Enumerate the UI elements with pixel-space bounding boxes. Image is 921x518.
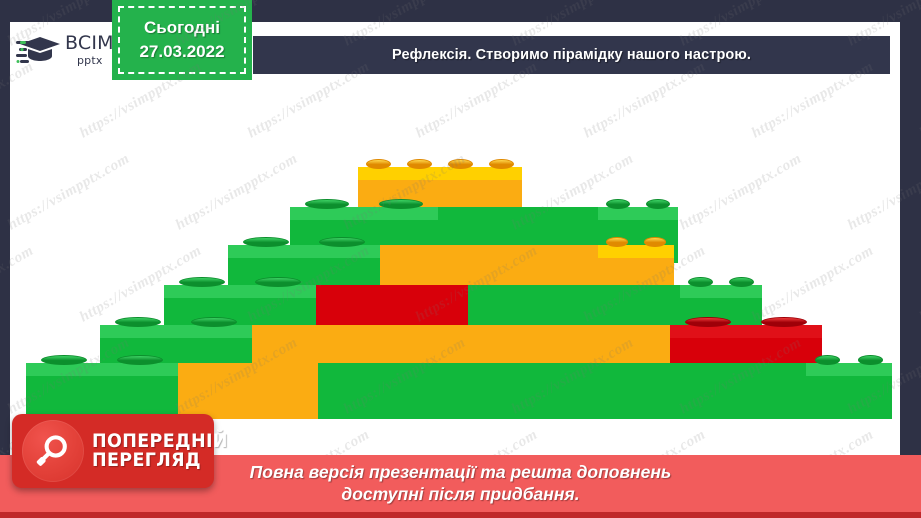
lego-stud xyxy=(440,158,481,169)
lego-stud xyxy=(100,316,176,327)
lego-stud xyxy=(240,276,316,287)
lego-brick xyxy=(318,363,806,419)
lego-stud xyxy=(228,236,304,247)
preview-badge-line1: ПОПЕРЕДНІЙ xyxy=(92,429,228,452)
lego-studs xyxy=(358,157,522,169)
lego-studs xyxy=(100,315,252,327)
lego-stud xyxy=(680,276,721,287)
lego-studs xyxy=(680,275,762,287)
lego-stud xyxy=(358,158,399,169)
lego-brick-body xyxy=(178,363,318,419)
lego-brick xyxy=(806,355,892,419)
date-badge-label: Сьогодні xyxy=(144,18,220,37)
lego-brick-top-face xyxy=(26,363,178,376)
lego-stud xyxy=(364,198,438,209)
lego-stud xyxy=(399,158,440,169)
lego-stud xyxy=(636,236,674,247)
watermark-text: https://vsimpptx.com xyxy=(916,58,921,142)
lego-stud xyxy=(102,354,178,365)
lego-brick-top-face xyxy=(290,207,438,220)
lego-studs xyxy=(598,197,678,209)
lego-studs xyxy=(670,315,822,327)
magnifier-icon xyxy=(22,420,84,482)
lego-stud xyxy=(670,316,746,327)
lego-stud xyxy=(290,198,364,209)
lego-brick-top-face xyxy=(228,245,380,258)
lego-stud xyxy=(746,316,822,327)
watermark-text: https://vsimpptx.com xyxy=(916,242,921,326)
graduation-cap-icon xyxy=(16,33,62,67)
lego-brick-top-face xyxy=(358,167,522,180)
logo-subtitle: pptx xyxy=(77,54,103,67)
lego-stud xyxy=(26,354,102,365)
lego-stud xyxy=(176,316,252,327)
lego-brick-top-face xyxy=(806,363,892,376)
page-title: Рефлексія. Створимо пірамідку нашого нас… xyxy=(392,47,751,63)
slide-header-bar: Рефлексія. Створимо пірамідку нашого нас… xyxy=(253,36,890,74)
lego-stud xyxy=(481,158,522,169)
lego-brick-top-face xyxy=(670,325,822,338)
lego-stud xyxy=(304,236,380,247)
lego-brick-top-face xyxy=(100,325,252,338)
lego-brick-top-face xyxy=(598,207,678,220)
lego-studs xyxy=(290,197,438,209)
lego-stud xyxy=(638,198,678,209)
preview-badge[interactable]: ПОПЕРЕДНІЙ ПЕРЕГЛЯД xyxy=(12,414,227,488)
purchase-notice-line2: доступні після придбання. xyxy=(341,483,580,504)
date-badge-value: 27.03.2022 xyxy=(139,42,225,61)
date-badge-dashed-border xyxy=(118,6,246,74)
lego-brick xyxy=(178,363,318,419)
preview-badge-line2: ПЕРЕГЛЯД xyxy=(92,449,201,471)
lego-brick xyxy=(26,355,178,419)
brand-logo: BCIM pptx xyxy=(10,22,120,78)
lego-studs xyxy=(806,353,892,365)
lego-brick-body xyxy=(318,363,806,419)
lego-stud xyxy=(598,236,636,247)
lego-brick xyxy=(228,237,380,301)
lego-pyramid-illustration xyxy=(26,157,892,419)
date-badge: Сьогодні 27.03.2022 xyxy=(112,0,252,80)
lego-stud xyxy=(806,354,849,365)
lego-brick-top-face xyxy=(164,285,316,298)
logo-name: BCIM xyxy=(65,32,114,54)
purchase-notice-line1: Повна версія презентації та решта доповн… xyxy=(249,462,672,483)
lego-stud xyxy=(598,198,638,209)
lego-stud xyxy=(164,276,240,287)
banner-foot-strip xyxy=(0,512,921,518)
lego-stud xyxy=(849,354,892,365)
lego-studs xyxy=(26,353,178,365)
lego-brick-top-face xyxy=(680,285,762,298)
lego-studs xyxy=(228,235,380,247)
lego-studs xyxy=(164,275,316,287)
lego-stud xyxy=(721,276,762,287)
lego-studs xyxy=(598,235,674,247)
lego-brick-top-face xyxy=(598,245,674,258)
